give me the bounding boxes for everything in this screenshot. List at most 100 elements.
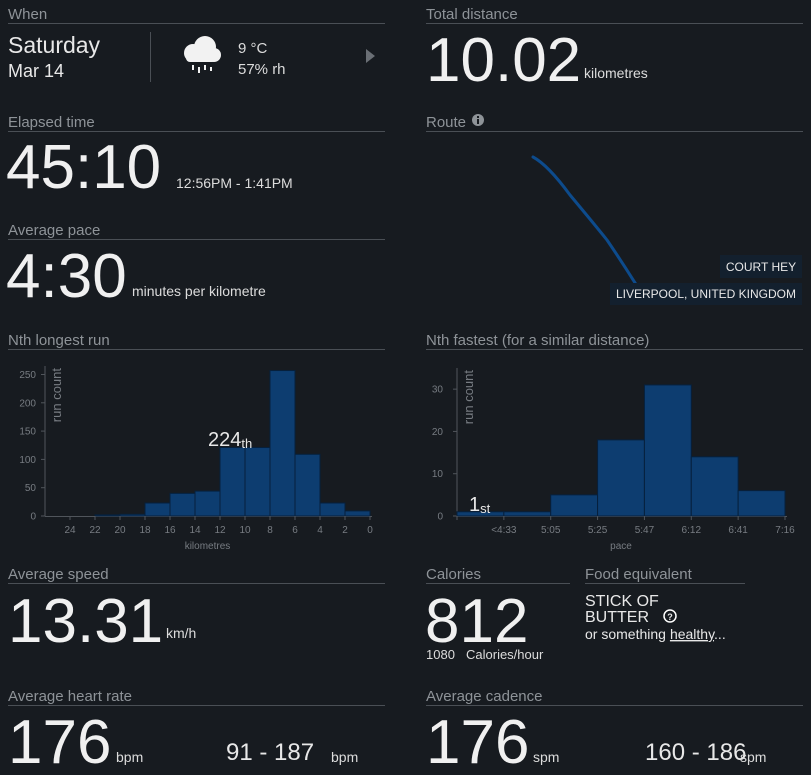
place-badge (610, 283, 802, 305)
section-label: Calories (426, 566, 481, 583)
x-tick-label: 5:47 (635, 525, 655, 536)
x-tick-label: 24 (64, 525, 76, 536)
place-label: LIVERPOOL, UNITED KINGDOM (616, 287, 796, 301)
x-axis-label: kilometres (185, 541, 231, 552)
bar (597, 439, 645, 517)
date: Mar 14 (8, 61, 64, 81)
y-tick-label: 0 (437, 512, 443, 523)
speed-unit: km/h (166, 625, 196, 641)
bar (690, 456, 739, 517)
section-label: Total distance (426, 6, 518, 23)
y-axis-label: run count (461, 370, 476, 425)
x-tick-label: 10 (239, 525, 251, 536)
bar (737, 490, 786, 517)
x-tick-label: 22 (89, 525, 101, 536)
bar (94, 514, 121, 517)
hr-range: 91 - 187 (226, 739, 314, 766)
route-path (531, 155, 639, 288)
x-tick-label: 7:16 (775, 525, 795, 536)
cadence-unit: spm (533, 749, 559, 765)
hr-value: 176 (8, 708, 111, 775)
annotation-number: 1 (469, 494, 480, 516)
place-label: COURT HEY (726, 260, 796, 274)
bar (643, 384, 692, 517)
hr-unit: bpm (116, 749, 143, 765)
pace-unit: minutes per kilometre (132, 283, 266, 299)
annotation-suffix: st (480, 501, 491, 516)
x-tick-label: 6:12 (682, 525, 702, 536)
cadence-value: 176 (426, 708, 529, 775)
svg-text:?: ? (667, 612, 673, 622)
x-tick-label: 8 (267, 525, 273, 536)
distance-value: 10.02 (426, 26, 581, 95)
info-icon[interactable] (472, 114, 484, 126)
bar (144, 502, 171, 517)
annotation-suffix: th (241, 436, 252, 451)
place-badge (720, 255, 802, 278)
food-note-text: or something (585, 626, 666, 642)
humidity: 57% rh (238, 61, 286, 78)
y-tick-label: 0 (30, 512, 36, 523)
section-label: Average heart rate (8, 688, 132, 705)
x-tick-label: <4:33 (491, 525, 517, 536)
y-tick-label: 200 (19, 398, 36, 409)
cadence-range-unit: spm (740, 749, 766, 765)
cadence-range: 160 - 186 (645, 739, 746, 766)
y-axis-label: run count (49, 368, 64, 423)
section-label: When (8, 6, 47, 23)
annotation: 1st (469, 494, 491, 516)
section-label: Route (426, 114, 466, 131)
x-tick-label: 18 (139, 525, 151, 536)
bar (169, 492, 196, 517)
chart-title: Nth fastest (for a similar distance) (426, 332, 649, 349)
bar (119, 513, 146, 517)
calorie-rate: 1080 (426, 647, 455, 662)
chart-title: Nth longest run (8, 332, 110, 349)
bar (269, 370, 296, 517)
bar (194, 490, 221, 517)
food-link[interactable]: healthy (670, 626, 715, 642)
section-label: Elapsed time (8, 114, 95, 131)
speed-value: 13.31 (8, 587, 163, 656)
section-label: Average speed (8, 566, 109, 583)
day: Saturday (8, 32, 101, 58)
y-tick-label: 10 (432, 469, 444, 480)
bar (294, 453, 321, 517)
x-tick-label: 5:25 (588, 525, 608, 536)
x-tick-label: 20 (114, 525, 126, 536)
help-icon[interactable]: ? (663, 609, 677, 623)
x-tick-label: 4 (317, 525, 323, 536)
y-tick-label: 30 (432, 385, 444, 396)
x-tick-label: 2 (342, 525, 348, 536)
hr-range-unit: bpm (331, 749, 358, 765)
food-note-suffix: ... (714, 626, 726, 642)
x-tick-label: 6 (292, 525, 298, 536)
bar (503, 511, 552, 517)
annotation: 224th (208, 429, 252, 451)
bar (244, 447, 271, 517)
calories-value: 812 (425, 587, 528, 656)
elapsed-value: 45:10 (6, 133, 161, 202)
x-axis-label: pace (610, 541, 632, 552)
bar (344, 510, 371, 517)
x-tick-label: 12 (214, 525, 226, 536)
x-tick-label: 0 (367, 525, 373, 536)
pace-value: 4:30 (6, 242, 127, 311)
temperature: 9 °C (238, 40, 268, 57)
bar (550, 494, 599, 517)
calorie-rate-unit: Calories/hour (466, 647, 544, 662)
x-tick-label: 5:05 (541, 525, 561, 536)
y-tick-label: 100 (19, 455, 36, 466)
y-tick-label: 250 (19, 370, 36, 381)
x-tick-label: 6:41 (728, 525, 748, 536)
food-name: STICK OF (585, 593, 659, 610)
weather-icon (184, 36, 221, 73)
bar (319, 502, 346, 517)
food-note: or something healthy... (585, 626, 726, 642)
y-tick-label: 150 (19, 427, 36, 438)
distance-unit: kilometres (584, 65, 648, 81)
section-label: Average cadence (426, 688, 542, 705)
next-arrow[interactable] (366, 49, 375, 63)
annotation-number: 224 (208, 429, 241, 451)
